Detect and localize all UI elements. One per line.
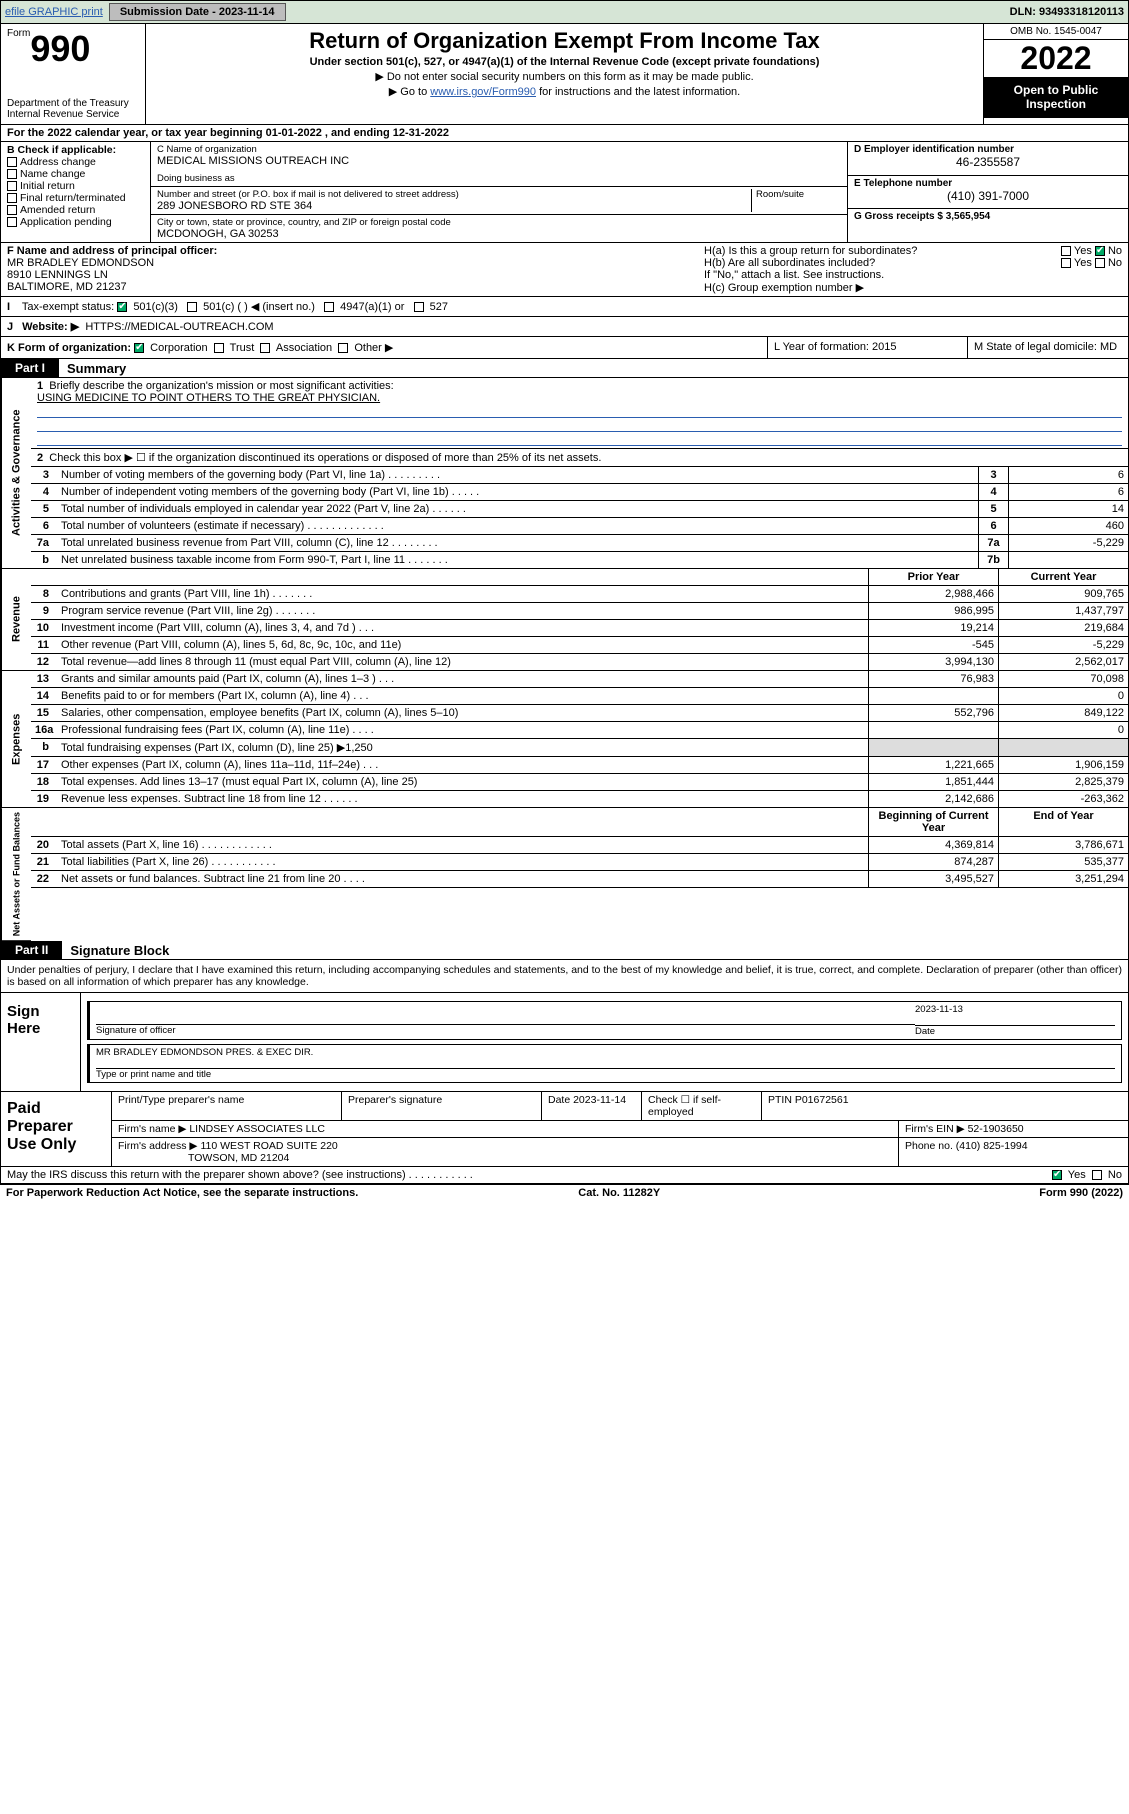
part-i-header: Part I <box>1 359 59 377</box>
summary-line: 4Number of independent voting members of… <box>31 484 1128 501</box>
dln-label: DLN: 93493318120113 <box>1010 6 1124 18</box>
summary-line: 10Investment income (Part VIII, column (… <box>31 620 1128 637</box>
summary-line: 21Total liabilities (Part X, line 26) . … <box>31 854 1128 871</box>
page-footer: For Paperwork Reduction Act Notice, see … <box>0 1185 1129 1201</box>
summary-line: 13Grants and similar amounts paid (Part … <box>31 671 1128 688</box>
efile-topbar: efile GRAPHIC print Submission Date - 20… <box>0 0 1129 24</box>
summary-line: 15Salaries, other compensation, employee… <box>31 705 1128 722</box>
summary-line: 7aTotal unrelated business revenue from … <box>31 535 1128 552</box>
summary-line: 6Total number of volunteers (estimate if… <box>31 518 1128 535</box>
vtab-net-assets: Net Assets or Fund Balances <box>1 808 31 941</box>
principal-officer: F Name and address of principal officer:… <box>1 243 698 296</box>
summary-line: 8Contributions and grants (Part VIII, li… <box>31 586 1128 603</box>
summary-line: 12Total revenue—add lines 8 through 11 (… <box>31 654 1128 671</box>
vtab-revenue: Revenue <box>1 569 31 671</box>
line-j-website: J Website: ▶ HTTPS://MEDICAL-OUTREACH.CO… <box>1 317 1128 337</box>
summary-line: bTotal fundraising expenses (Part IX, co… <box>31 739 1128 757</box>
part-ii-header: Part II <box>1 941 62 959</box>
summary-line: 17Other expenses (Part IX, column (A), l… <box>31 757 1128 774</box>
penalty-statement: Under penalties of perjury, I declare th… <box>1 960 1128 993</box>
sign-here-block: Sign Here Signature of officer 2023-11-1… <box>1 993 1128 1092</box>
org-name-address: C Name of organization MEDICAL MISSIONS … <box>151 142 848 242</box>
summary-line: 19Revenue less expenses. Subtract line 1… <box>31 791 1128 808</box>
summary-line: 20Total assets (Part X, line 16) . . . .… <box>31 837 1128 854</box>
line-klm: K Form of organization: Corporation Trus… <box>1 337 1128 359</box>
summary-line: 5Total number of individuals employed in… <box>31 501 1128 518</box>
summary-line: 14Benefits paid to or for members (Part … <box>31 688 1128 705</box>
summary-line: 16aProfessional fundraising fees (Part I… <box>31 722 1128 739</box>
vtab-expenses: Expenses <box>1 671 31 808</box>
summary-line: bNet unrelated business taxable income f… <box>31 552 1128 569</box>
summary-line: 11Other revenue (Part VIII, column (A), … <box>31 637 1128 654</box>
revenue-col-header: Prior Year Current Year <box>31 569 1128 586</box>
net-col-header: Beginning of Current Year End of Year <box>31 808 1128 837</box>
irs-discuss-line: May the IRS discuss this return with the… <box>1 1167 1128 1184</box>
line-2-checkbox: 2 Check this box ▶ ☐ if the organization… <box>31 449 1128 467</box>
line-a-tax-year: For the 2022 calendar year, or tax year … <box>1 125 1128 142</box>
mission-brief: 1 Briefly describe the organization's mi… <box>31 378 1128 449</box>
form-year-block: OMB No. 1545-0047 2022 Open to Public In… <box>983 24 1128 124</box>
form-990-page: Form990 Department of the Treasury Inter… <box>0 24 1129 1185</box>
irs-link[interactable]: www.irs.gov/Form990 <box>430 86 536 98</box>
vtab-governance: Activities & Governance <box>1 378 31 569</box>
summary-line: 3Number of voting members of the governi… <box>31 467 1128 484</box>
line-i-tax-exempt: I Tax-exempt status: 501(c)(3) 501(c) ( … <box>1 297 1128 317</box>
efile-link[interactable]: efile GRAPHIC print <box>5 6 103 18</box>
form-identifier: Form990 Department of the Treasury Inter… <box>1 24 146 124</box>
check-if-applicable: B Check if applicable: Address change Na… <box>1 142 151 242</box>
summary-line: 9Program service revenue (Part VIII, lin… <box>31 603 1128 620</box>
form-title-block: Return of Organization Exempt From Incom… <box>146 24 983 124</box>
submission-date-btn[interactable]: Submission Date - 2023-11-14 <box>109 3 286 21</box>
summary-line: 22Net assets or fund balances. Subtract … <box>31 871 1128 888</box>
ein-phone-gross: D Employer identification number 46-2355… <box>848 142 1128 242</box>
summary-line: 18Total expenses. Add lines 13–17 (must … <box>31 774 1128 791</box>
paid-preparer-block: Paid Preparer Use Only Print/Type prepar… <box>1 1092 1128 1167</box>
group-return-h: H(a) Is this a group return for subordin… <box>698 243 1128 296</box>
